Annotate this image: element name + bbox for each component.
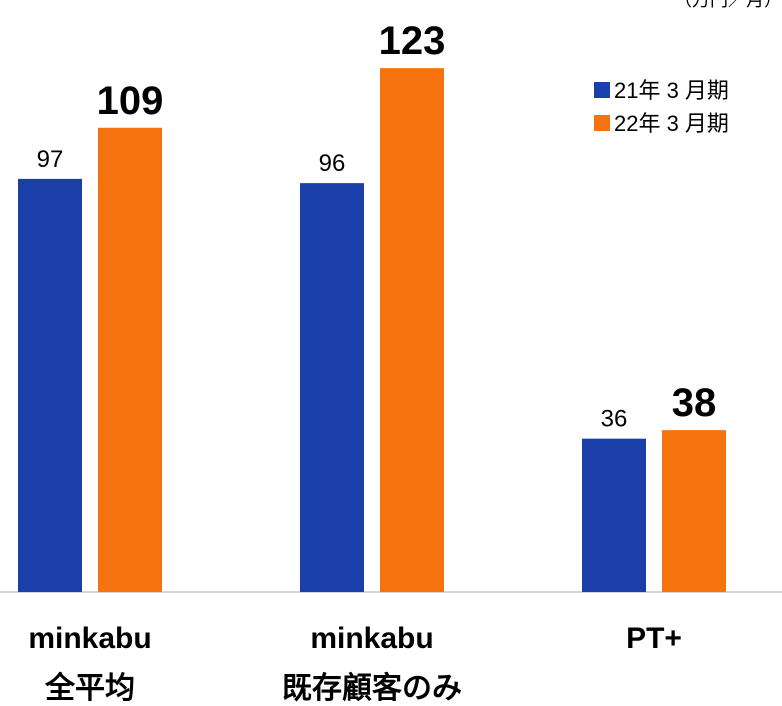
x-tick-label: 既存顧客のみ <box>282 671 462 705</box>
bar <box>380 68 444 593</box>
legend-swatch <box>594 82 610 98</box>
value-label: 96 <box>319 150 346 177</box>
x-tick-label: PT+ <box>626 622 682 655</box>
x-tick-label: minkabu <box>28 622 151 655</box>
value-label: 109 <box>97 79 164 123</box>
bar <box>18 178 82 593</box>
value-label: 97 <box>37 146 64 173</box>
value-label: 38 <box>672 381 717 425</box>
x-tick-label: 全平均 <box>44 671 135 705</box>
value-label: 123 <box>379 19 446 63</box>
value-label: 36 <box>601 406 628 433</box>
unit-label: （万円／月） <box>674 0 782 10</box>
x-tick-label: minkabu <box>310 622 433 655</box>
bar <box>300 183 364 592</box>
legend-swatch <box>594 115 610 131</box>
bar <box>662 430 726 592</box>
bar <box>98 127 162 593</box>
legend-label: 21年 3 月期 <box>614 78 729 103</box>
bar <box>582 438 646 592</box>
legend-label: 22年 3 月期 <box>614 111 729 136</box>
